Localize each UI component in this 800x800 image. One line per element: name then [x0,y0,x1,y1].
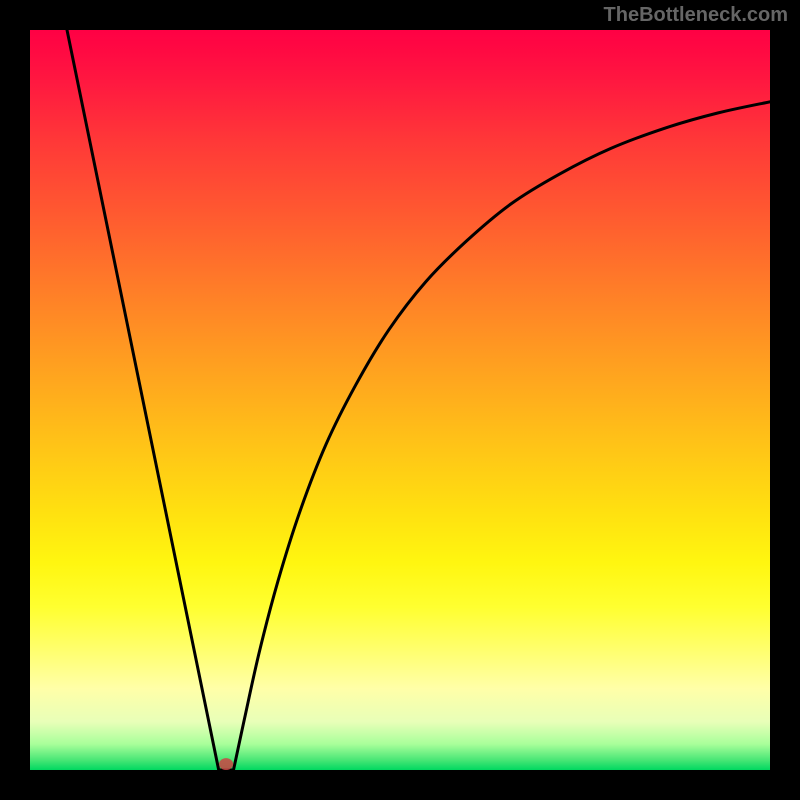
chart-svg [30,30,770,770]
attribution-text: TheBottleneck.com [604,4,788,27]
plot-area [30,30,770,770]
gradient-background [30,30,770,770]
chart-container: TheBottleneck.com [0,0,800,800]
min-marker [219,758,233,770]
